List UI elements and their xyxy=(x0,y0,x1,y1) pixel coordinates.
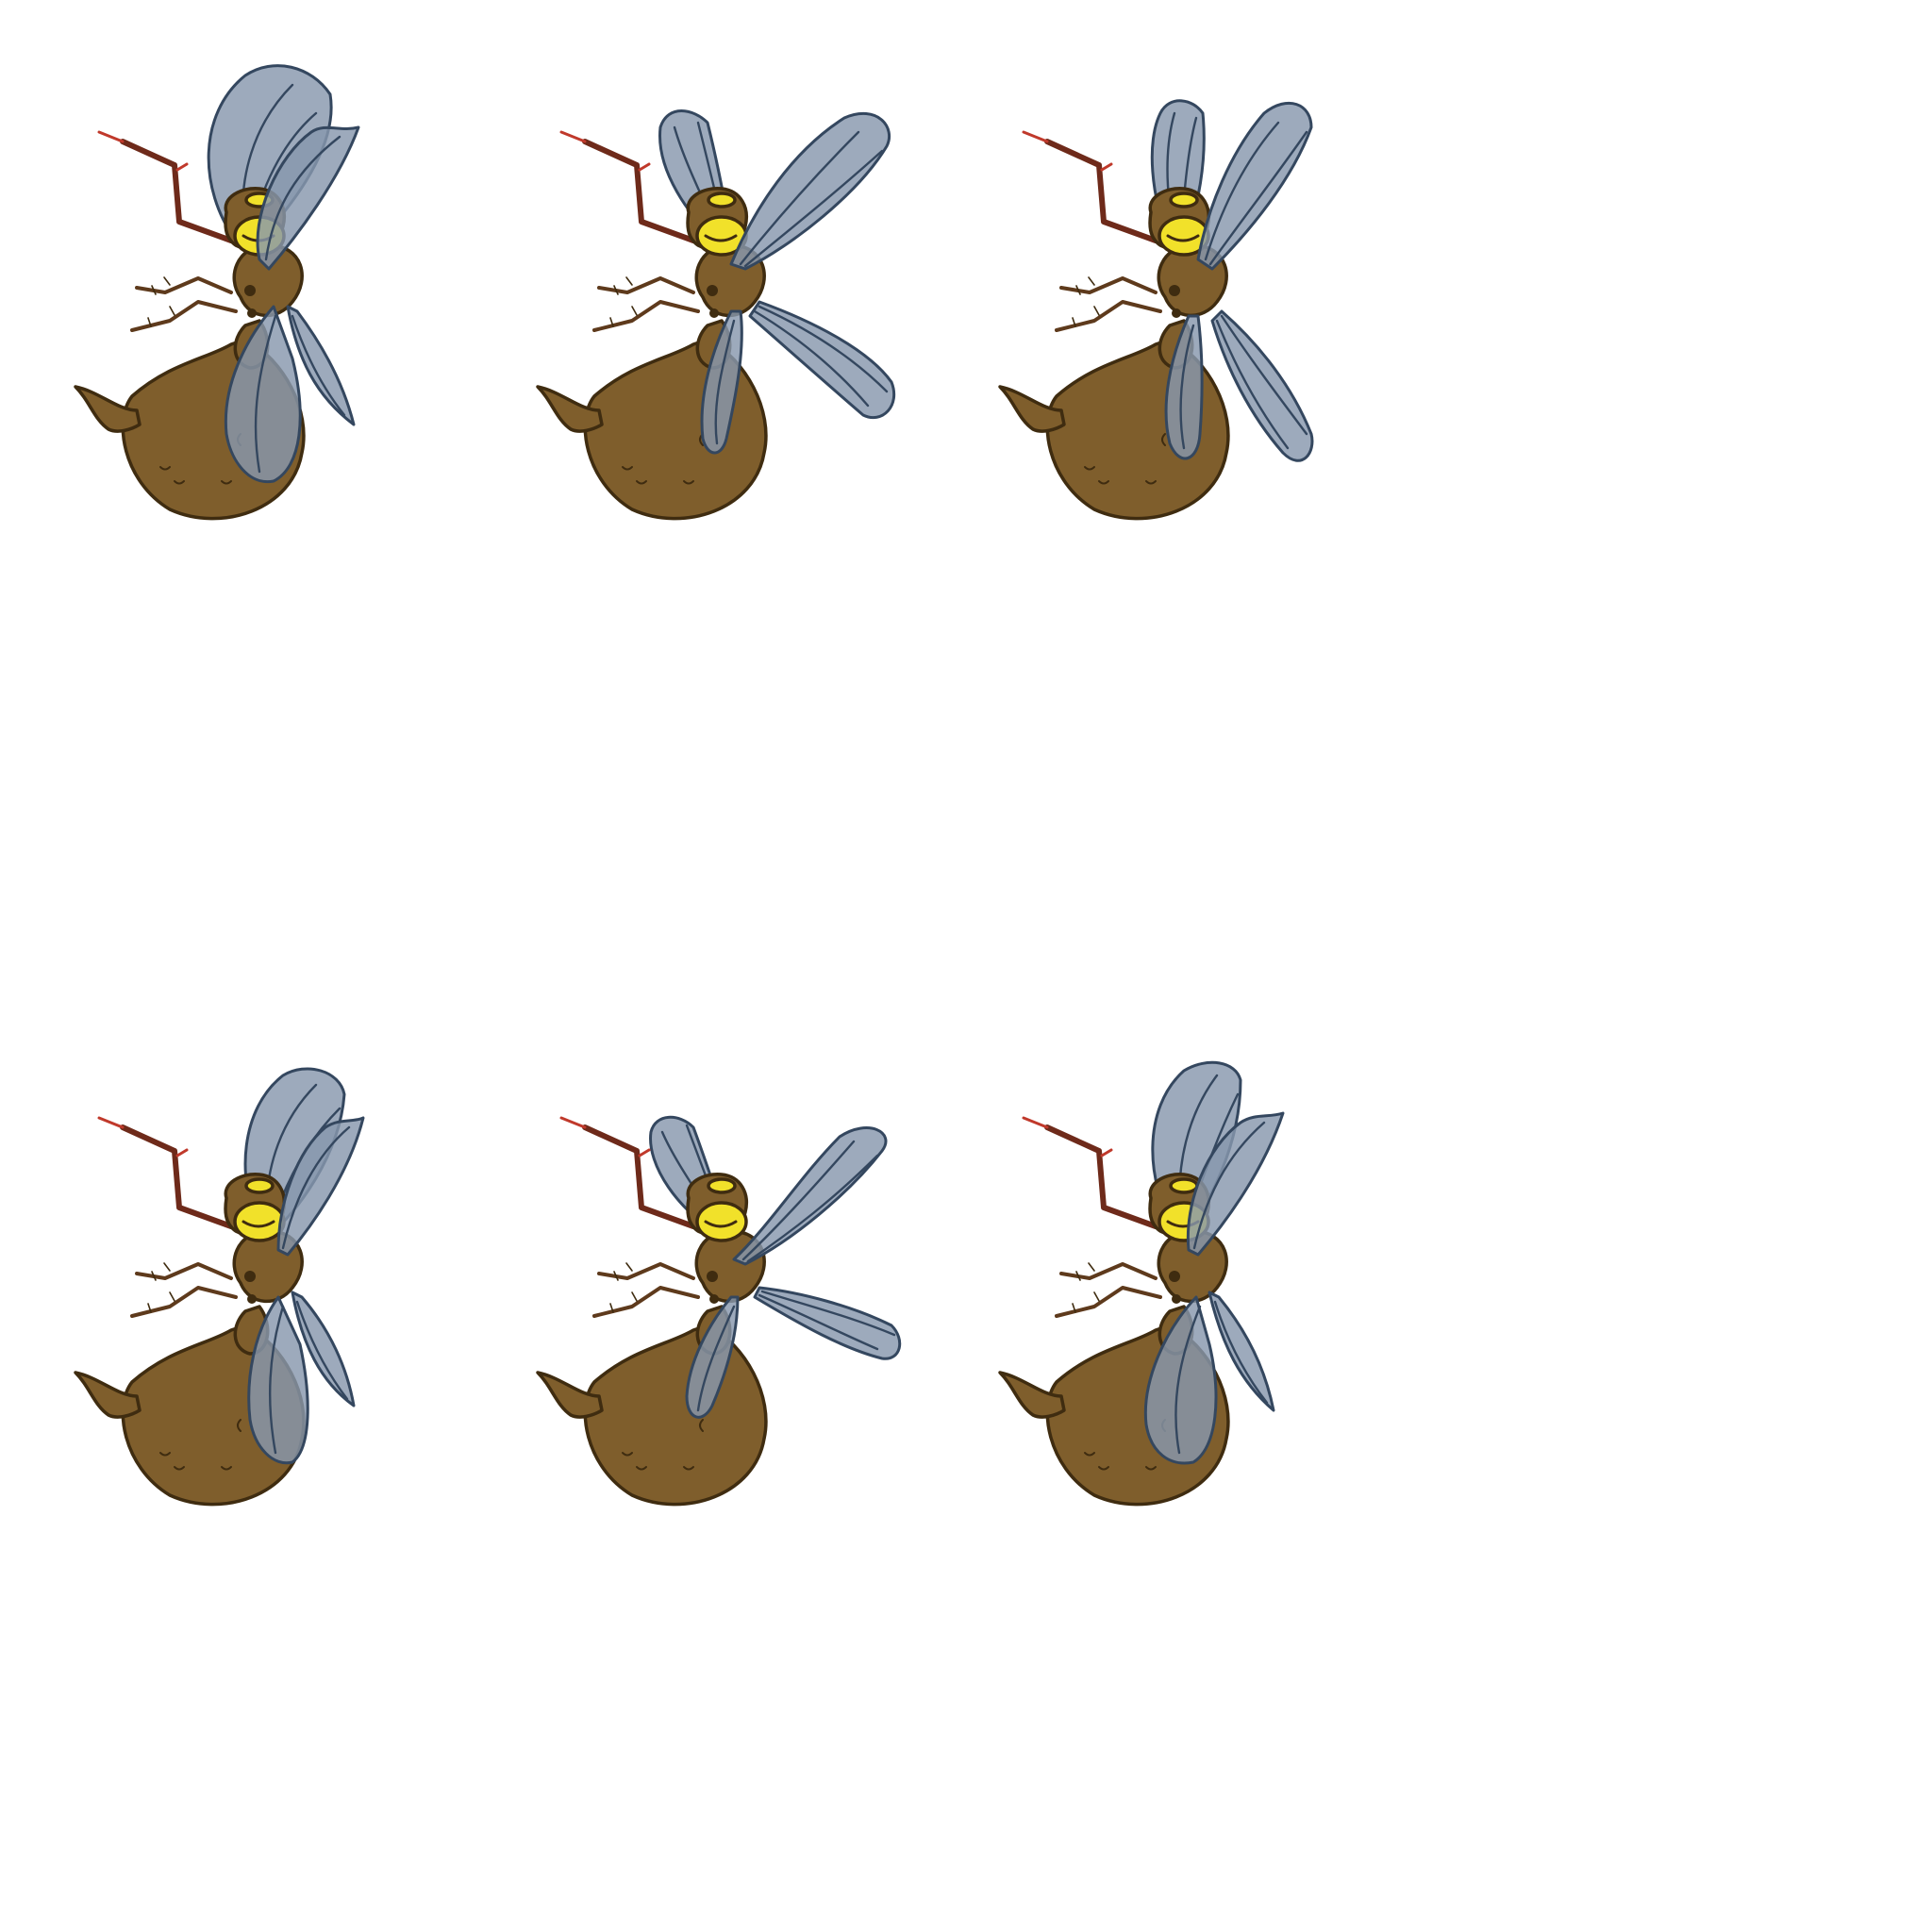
sprite-frame-3 xyxy=(981,38,1396,528)
wing-lower-back xyxy=(286,305,356,426)
wing-lower-back xyxy=(1164,314,1204,460)
mosquito-sprite xyxy=(998,99,1314,521)
wing-upper-front xyxy=(732,1126,888,1266)
proboscis xyxy=(582,1124,696,1229)
proboscis xyxy=(120,1124,234,1229)
proboscis xyxy=(1044,1124,1158,1229)
wings-front xyxy=(247,1116,365,1465)
mosquito-sprite xyxy=(74,1067,365,1507)
tail xyxy=(536,1371,604,1419)
wing-lower-back xyxy=(700,309,743,455)
sprite-frame-1 xyxy=(57,38,472,528)
tail xyxy=(998,1371,1066,1419)
wing-lower-back xyxy=(291,1291,356,1407)
proboscis xyxy=(582,139,696,243)
wing-lower-front xyxy=(753,1286,902,1360)
mosquito-sprite xyxy=(74,64,360,521)
abdomen-spots xyxy=(1084,433,1166,485)
wing-upper-front xyxy=(1196,101,1313,271)
wing-upper-front xyxy=(729,111,891,271)
legs xyxy=(1055,1262,1162,1318)
proboscis xyxy=(1044,139,1158,243)
sprite-frame-6 xyxy=(981,1024,1396,1514)
abdomen-spots xyxy=(622,1419,704,1471)
wings-front xyxy=(1143,1111,1285,1465)
proboscis xyxy=(120,139,234,243)
mosquito-sprite xyxy=(998,1060,1285,1507)
legs xyxy=(130,1262,238,1318)
wing-lower-front xyxy=(1143,1295,1218,1465)
tail xyxy=(536,385,604,433)
tail xyxy=(998,385,1066,433)
wings-front xyxy=(224,125,360,484)
wing-lower-back xyxy=(1208,1291,1275,1412)
tail xyxy=(74,385,142,433)
wing-upper-front xyxy=(276,1116,365,1257)
eye xyxy=(695,1201,748,1242)
wings-front xyxy=(1164,101,1314,462)
wings-front xyxy=(700,111,896,455)
tail xyxy=(74,1371,142,1419)
mosquito-sprite xyxy=(536,1115,902,1507)
wing-lower-front xyxy=(1210,309,1314,462)
wing-lower-front xyxy=(247,1295,309,1465)
abdomen xyxy=(583,1324,768,1507)
wing-lower-front xyxy=(224,305,302,484)
legs xyxy=(1055,276,1162,332)
abdomen-spots xyxy=(159,1419,242,1471)
mosquito-sprite xyxy=(536,109,896,521)
legs xyxy=(592,276,700,332)
thorax xyxy=(1157,1229,1228,1304)
sprite-frame-2 xyxy=(519,38,934,528)
legs xyxy=(130,276,238,332)
sprite-frame-5 xyxy=(519,1024,934,1514)
sprite-frame-4 xyxy=(57,1024,472,1514)
wing-upper-front xyxy=(256,125,360,271)
legs xyxy=(592,1262,700,1318)
wings-front xyxy=(685,1126,902,1419)
wing-upper-front xyxy=(1186,1111,1285,1257)
